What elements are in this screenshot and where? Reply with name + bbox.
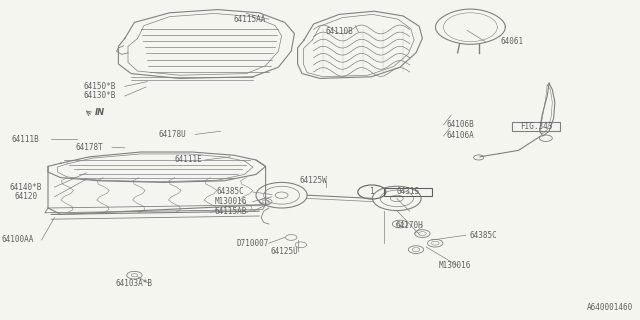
Text: 64100AA: 64100AA: [2, 236, 34, 244]
Text: 64150*B: 64150*B: [83, 82, 115, 91]
Text: D710007: D710007: [237, 239, 269, 248]
Text: 64170H: 64170H: [396, 221, 424, 230]
Text: M130016: M130016: [438, 261, 470, 270]
Text: 64061: 64061: [500, 37, 524, 46]
Text: A640001460: A640001460: [588, 303, 634, 312]
Text: 64115AA: 64115AA: [234, 15, 266, 24]
Text: M130016: M130016: [214, 197, 246, 206]
Text: 64106A: 64106A: [447, 132, 475, 140]
Text: 64385C: 64385C: [216, 188, 244, 196]
Text: 64178T: 64178T: [76, 143, 104, 152]
Text: 64178U: 64178U: [159, 130, 187, 139]
Text: 64125U: 64125U: [271, 247, 299, 256]
Text: 64111B: 64111B: [12, 135, 40, 144]
Text: 64125W: 64125W: [300, 176, 328, 185]
Text: 64130*B: 64130*B: [83, 92, 115, 100]
Text: 64385C: 64385C: [469, 231, 497, 240]
Text: 64120: 64120: [14, 192, 37, 201]
Text: 64106B: 64106B: [447, 120, 475, 129]
Text: IN: IN: [95, 108, 105, 117]
Text: 64115AB: 64115AB: [214, 207, 246, 216]
Text: 0431S: 0431S: [396, 187, 420, 196]
Text: FIG.343: FIG.343: [520, 122, 552, 131]
Text: 64111E: 64111E: [175, 156, 203, 164]
Text: 64110B: 64110B: [325, 28, 353, 36]
Text: 64103A*B: 64103A*B: [116, 279, 153, 288]
Text: 1: 1: [369, 188, 374, 196]
Text: 64140*B: 64140*B: [10, 183, 42, 192]
